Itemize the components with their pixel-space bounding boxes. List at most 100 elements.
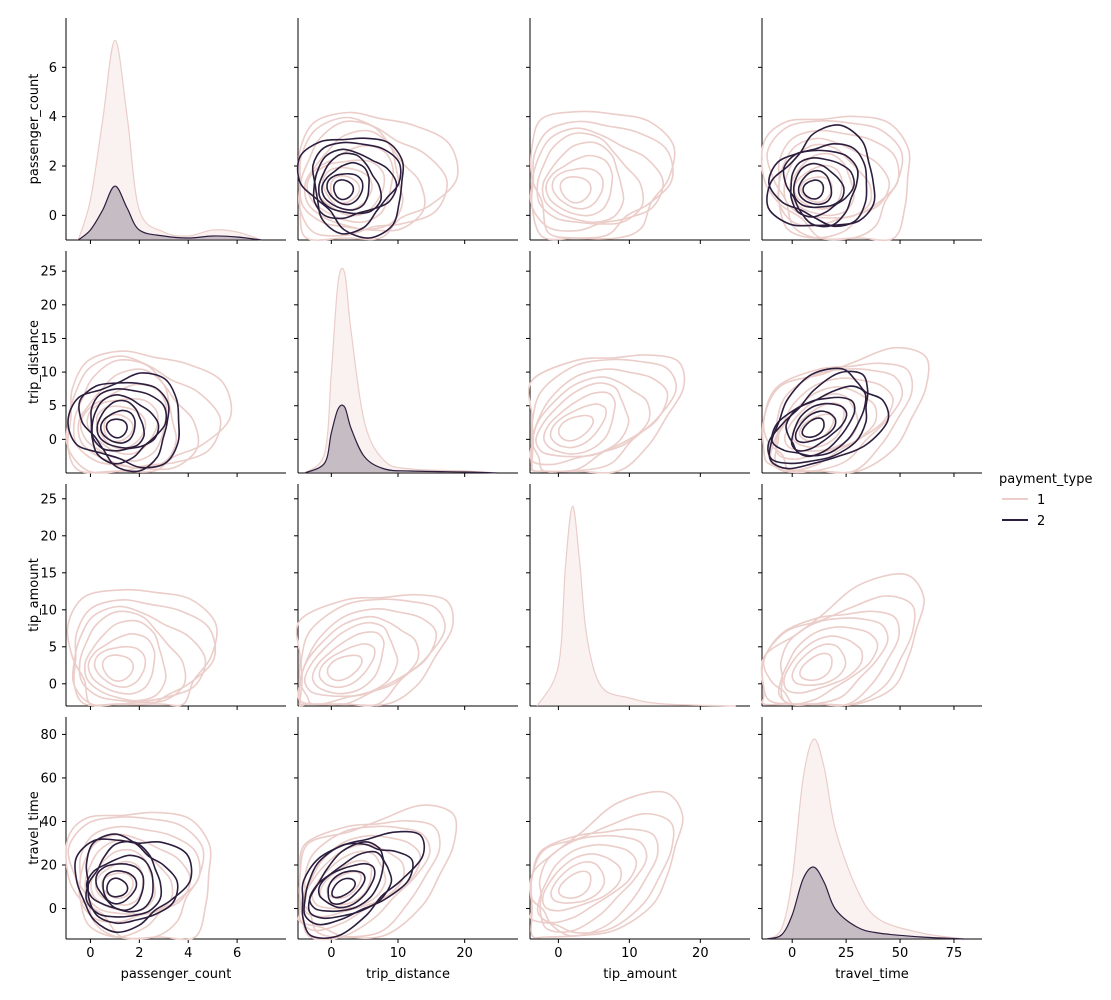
kde-payment-2-line [77,185,262,241]
contour-payment-1 [777,626,879,705]
contour-payment-2 [771,385,867,457]
panel-passenger_count-tip_amount [526,18,750,244]
contour-payment-1 [760,572,925,706]
y-axis-label: passenger_count [27,74,42,185]
contour-payment-2 [85,854,154,913]
contour-payment-1 [326,654,363,682]
contour-payment-1 [760,115,911,242]
contour-payment-2 [794,410,837,444]
kde-payment-1-line [304,267,499,474]
panel-trip_distance-travel_time [758,251,982,477]
panel-tip_amount-passenger_count: 0 5 10 15 20 25 tip_amount [27,484,286,710]
contour-payment-1 [306,144,395,224]
y-tick-label: 25 [40,265,57,280]
x-tick-label: 20 [692,946,709,961]
contour-payment-2 [90,387,168,465]
legend: payment_type 1 2 [999,472,1092,529]
contour-payment-2 [102,870,138,905]
contour-payment-2 [782,149,859,228]
y-tick-label: 4 [49,110,57,125]
panel-passenger_count-trip_distance [294,18,518,244]
contour-payment-2 [105,418,128,439]
contour-payment-1 [536,843,638,924]
kde-payment-2-fill [304,405,498,473]
contour-payment-1 [311,631,385,695]
y-tick-label: 2 [49,160,57,175]
y-tick-label: 5 [49,640,57,655]
contour-payment-1 [545,154,614,217]
contour-payment-1 [761,346,930,474]
contour-payment-2 [789,156,855,218]
x-axis-label: travel_time [835,967,909,982]
contour-payment-1 [541,853,622,912]
contour-payment-1 [536,132,645,225]
y-tick-label: 0 [49,209,57,224]
kde-payment-2-fill [78,186,262,240]
contour-payment-1 [87,632,156,695]
contour-payment-1 [298,111,459,241]
contour-payment-1 [78,825,201,938]
contour-payment-1 [557,870,592,899]
contour-payment-2 [96,399,146,449]
kde-payment-1-fill [78,40,262,240]
y-tick-label: 10 [40,366,57,381]
legend-entry-2: 2 [1037,514,1045,529]
contour-payment-1 [550,861,606,904]
x-axis-label: tip_amount [603,967,677,982]
contour-payment-1 [530,368,669,473]
x-tick-label: 50 [892,946,909,961]
y-tick-label: 15 [40,332,57,347]
contour-payment-2 [792,162,845,209]
contour-payment-2 [99,409,136,444]
contour-payment-1 [322,166,373,211]
contour-payment-2 [790,402,848,452]
x-tick-label: 10 [390,946,407,961]
panel-travel_time-trip_distance: 0 10 20 trip_distance [294,717,518,982]
x-tick-label: 6 [233,946,241,961]
y-tick-label: 5 [49,399,57,414]
y-tick-label: 20 [40,859,57,874]
contour-payment-2 [91,394,160,452]
contour-payment-2 [785,396,856,458]
contour-payment-1 [535,382,630,458]
contour-payment-1 [299,120,426,232]
x-tick-label: 2 [135,946,143,961]
panel-tip_amount-trip_distance [294,484,518,710]
contour-payment-2 [296,137,405,239]
contour-payment-2 [317,862,376,909]
kde-payment-1-fill [766,739,965,939]
contour-payment-1 [799,176,833,203]
contour-payment-2 [321,161,370,211]
x-axis-label: passenger_count [121,967,232,982]
y-tick-label: 6 [49,61,57,76]
x-tick-label: 10 [621,946,638,961]
contour-payment-1 [541,141,625,224]
y-tick-label: 80 [40,728,57,743]
contour-payment-1 [538,834,648,933]
contour-payment-1 [779,617,889,706]
y-axis-label: travel_time [27,791,42,865]
contour-payment-1 [93,645,147,688]
panel-trip_distance-passenger_count: 0 5 10 15 20 25 trip_distance [27,251,286,477]
y-axis-label: trip_distance [27,320,42,404]
contour-payment-1 [100,872,134,900]
y-tick-label: 15 [40,566,57,581]
contour-payment-1 [101,654,135,682]
contour-payment-2 [106,877,129,898]
contour-payment-1 [66,588,218,707]
contour-payment-1 [783,635,864,694]
x-tick-label: 25 [838,946,855,961]
contour-payment-1 [329,174,361,204]
legend-entry-1: 1 [1037,493,1045,508]
x-tick-label: 4 [184,946,192,961]
contour-payment-1 [766,120,904,241]
contour-payment-1 [318,643,376,689]
contour-payment-1 [298,834,422,932]
contour-payment-1 [530,358,678,473]
contour-payment-1 [557,414,595,442]
x-tick-label: 0 [554,946,562,961]
contour-payment-2 [331,877,357,899]
contour-payment-2 [318,152,383,215]
